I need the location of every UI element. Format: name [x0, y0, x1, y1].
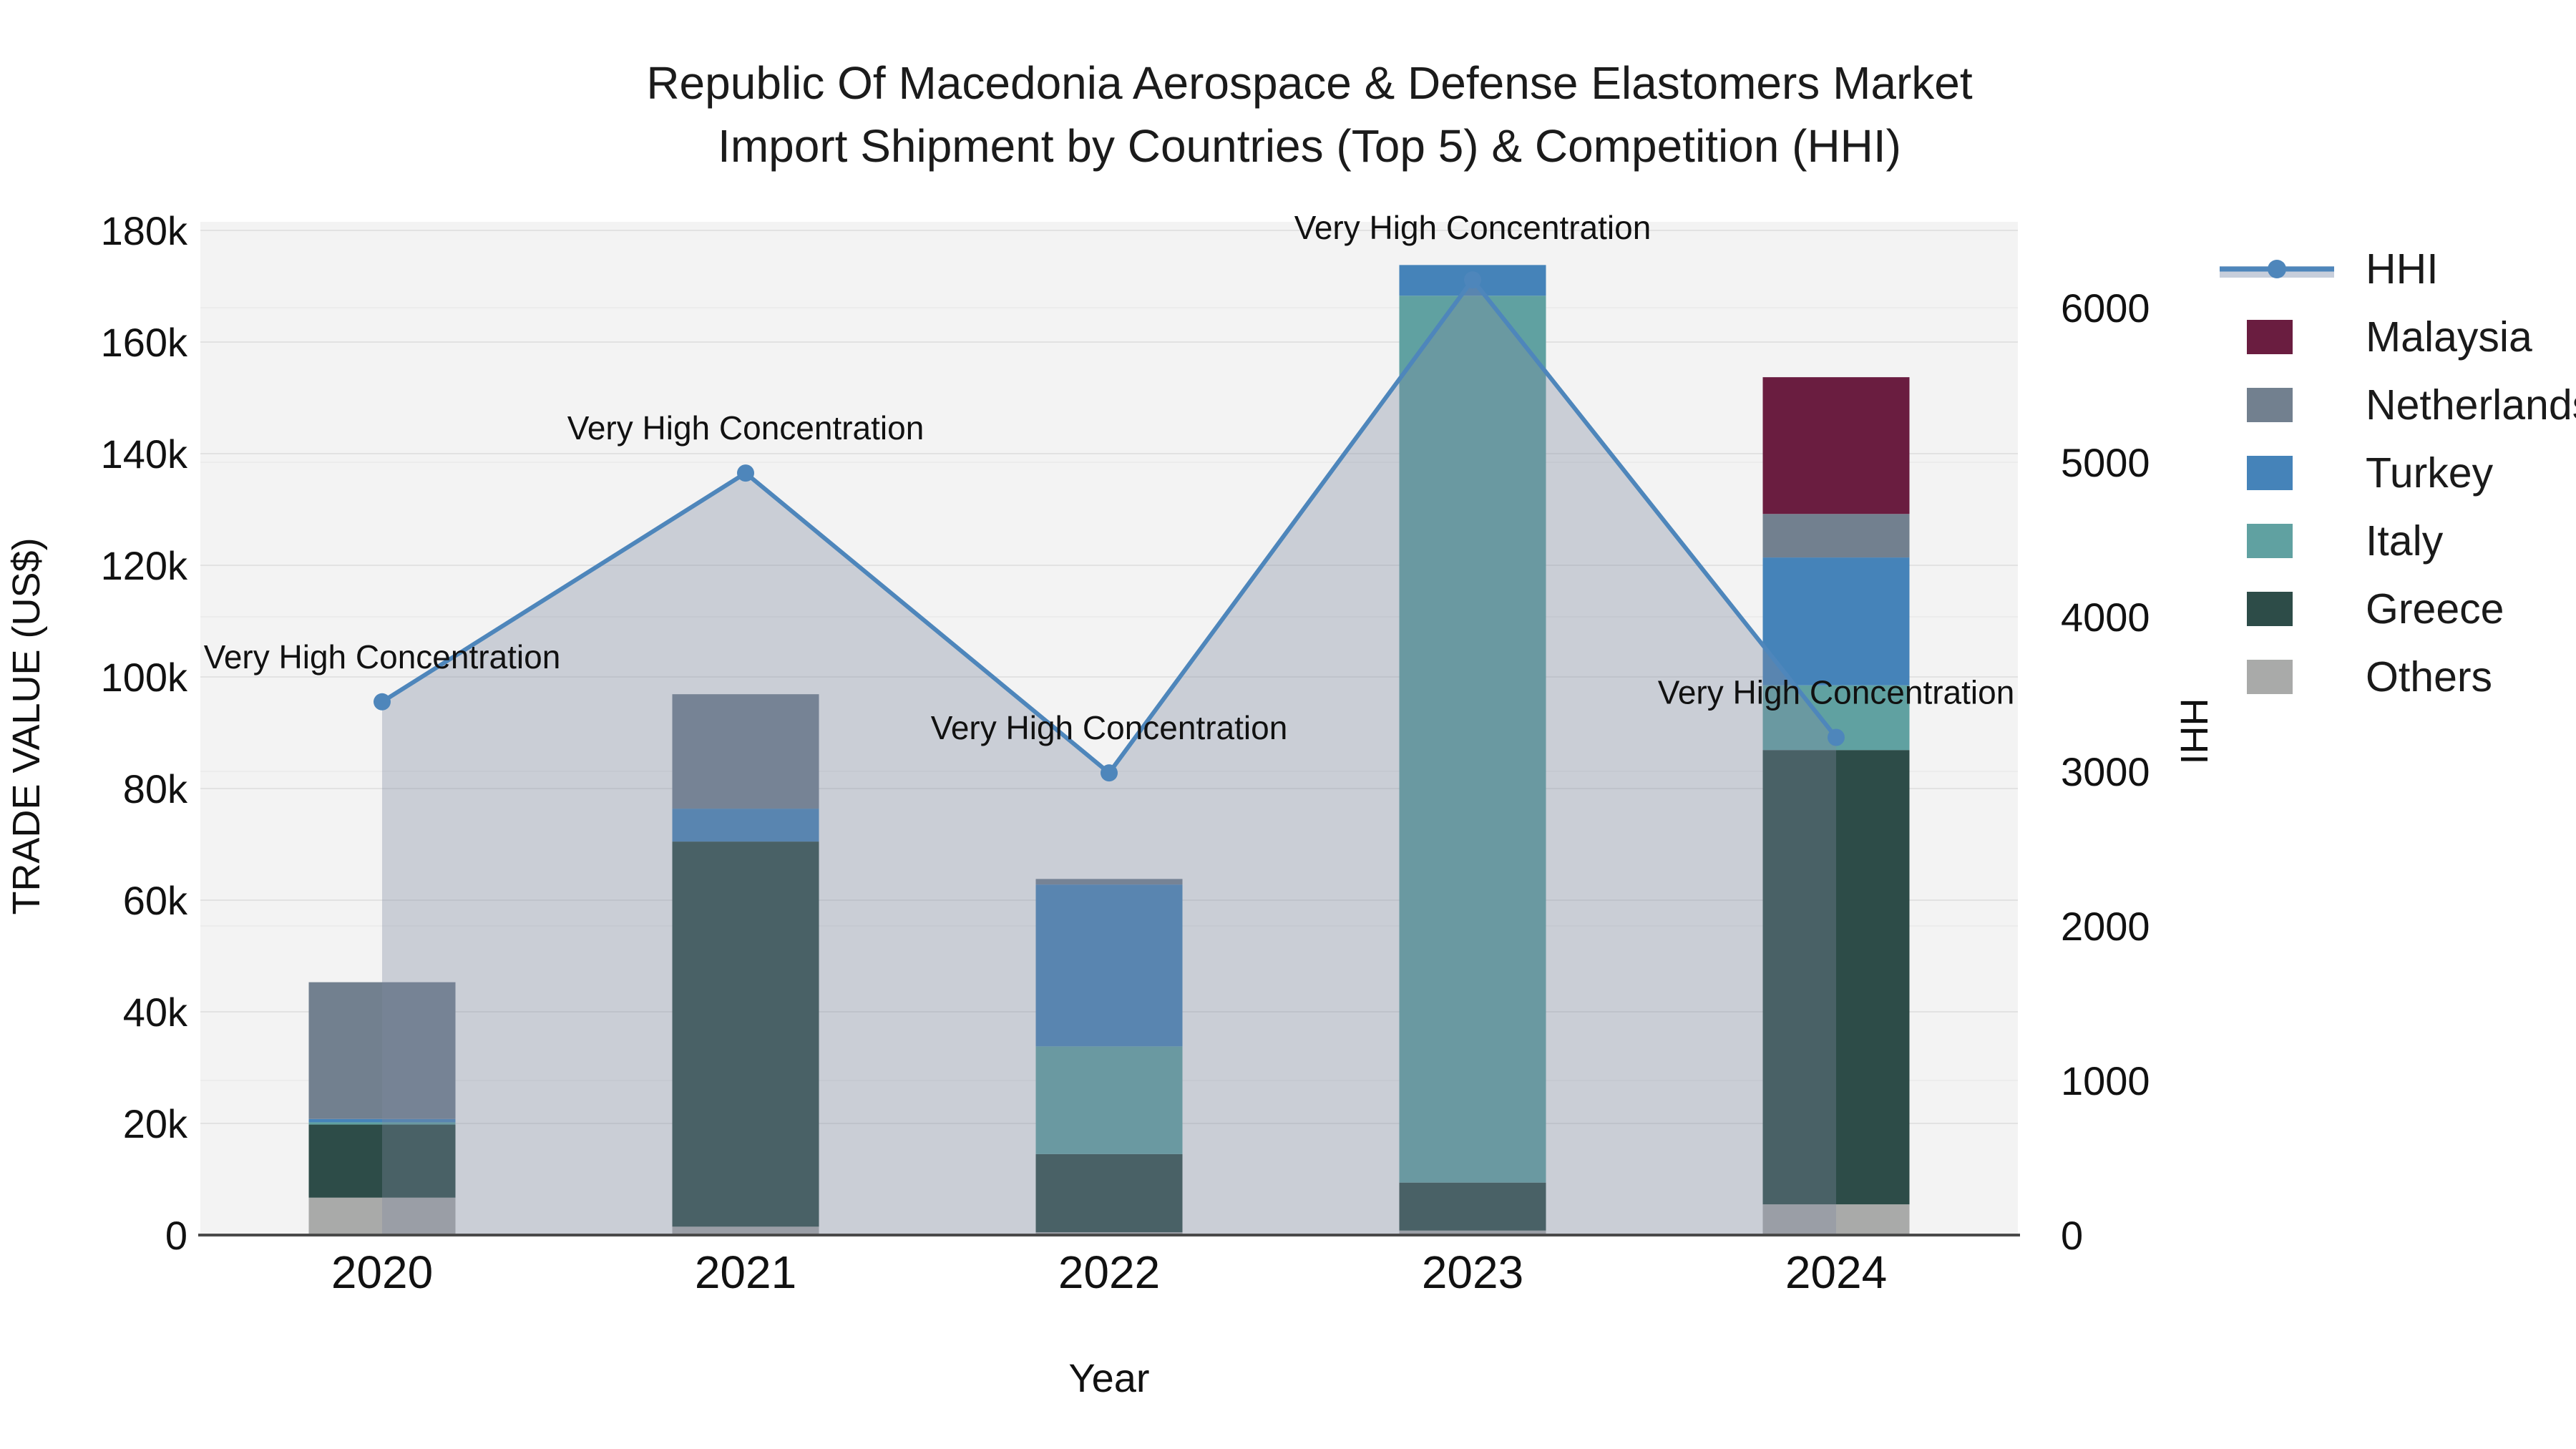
y-left-axis-title: TRADE VALUE (US$)	[5, 537, 48, 914]
bar-segment-others-2023[interactable]	[1399, 1230, 1546, 1235]
x-tick-2024: 2024	[1785, 1246, 1887, 1298]
bar-segment-netherlands-2021[interactable]	[672, 694, 819, 809]
bar-segment-greece-2020[interactable]	[308, 1124, 456, 1198]
legend-swatch-malaysia	[2247, 319, 2293, 354]
bar-segment-malaysia-2024[interactable]	[1762, 377, 1910, 514]
legend-swatch-turkey	[2247, 455, 2293, 490]
bar-segment-turkey-2024[interactable]	[1762, 557, 1910, 686]
legend-label-hhi: HHI	[2366, 245, 2439, 293]
y-left-tick-120k: 120k	[101, 543, 188, 588]
legend-swatch-others	[2247, 659, 2293, 694]
x-tick-2020: 2020	[331, 1246, 433, 1298]
legend-swatch-icon-others	[2217, 659, 2337, 694]
hhi-line-sample	[2220, 259, 2334, 278]
annotation-2020: Very High Concentration	[204, 638, 561, 675]
chart-title-line2: Import Shipment by Countries (Top 5) & C…	[718, 120, 1901, 172]
bar-segment-turkey-2022[interactable]	[1035, 884, 1183, 1047]
legend-swatch-icon-malaysia	[2217, 319, 2337, 354]
x-tick-2021: 2021	[695, 1246, 796, 1298]
annotation-2024: Very High Concentration	[1658, 673, 2015, 711]
legend-swatch-icon-netherlands	[2217, 387, 2337, 422]
legend-label-others: Others	[2366, 653, 2493, 701]
y-left-tick-160k: 160k	[101, 320, 188, 365]
legend-item-turkey[interactable]: Turkey	[2217, 439, 2576, 507]
y-right-tick-3000: 3000	[2061, 749, 2150, 794]
y-left-tick-60k: 60k	[123, 878, 188, 923]
x-axis-title: Year	[1068, 1355, 1149, 1400]
y-left-tick-100k: 100k	[101, 655, 188, 700]
x-tick-2023: 2023	[1422, 1246, 1523, 1298]
bar-segment-italy-2023[interactable]	[1399, 296, 1546, 1183]
legend-swatch-icon-greece	[2217, 591, 2337, 626]
annotation-2021: Very High Concentration	[567, 409, 924, 447]
legend-label-turkey: Turkey	[2366, 449, 2494, 497]
legend-swatch-italy	[2247, 523, 2293, 558]
bar-segment-greece-2023[interactable]	[1399, 1182, 1546, 1231]
legend-item-italy[interactable]: Italy	[2217, 507, 2576, 575]
legend: HHI Malaysia Netherlands Turkey Italy Greece O…	[2217, 235, 2576, 711]
bar-segment-others-2021[interactable]	[672, 1226, 819, 1235]
hhi-marker-2023[interactable]	[1464, 271, 1481, 289]
bar-segment-netherlands-2022[interactable]	[1035, 879, 1183, 885]
legend-item-netherlands[interactable]: Netherlands	[2217, 371, 2576, 439]
annotation-2022: Very High Concentration	[931, 709, 1288, 746]
y-right-tick-2000: 2000	[2061, 904, 2150, 949]
legend-swatch-icon-turkey	[2217, 455, 2337, 490]
annotation-2023: Very High Concentration	[1294, 209, 1652, 246]
bar-segment-turkey-2021[interactable]	[672, 809, 819, 842]
bar-segment-greece-2021[interactable]	[672, 841, 819, 1227]
bar-segment-greece-2024[interactable]	[1762, 750, 1910, 1205]
chart-title: Republic Of Macedonia Aerospace & Defens…	[43, 52, 2576, 177]
legend-label-italy: Italy	[2366, 517, 2444, 565]
hhi-marker-2021[interactable]	[737, 464, 754, 482]
y-right-tick-1000: 1000	[2061, 1058, 2150, 1103]
hhi-area	[382, 280, 1836, 1235]
bar-segment-turkey-2020[interactable]	[308, 1118, 456, 1123]
legend-item-others[interactable]: Others	[2217, 643, 2576, 711]
legend-swatch-greece	[2247, 591, 2293, 626]
bar-segment-netherlands-2020[interactable]	[308, 982, 456, 1119]
bar-segment-others-2024[interactable]	[1762, 1204, 1910, 1235]
legend-item-hhi[interactable]: HHI	[2217, 235, 2576, 303]
hhi-marker-2020[interactable]	[374, 693, 391, 711]
y-left-tick-140k: 140k	[101, 431, 188, 477]
legend-label-greece: Greece	[2366, 585, 2504, 633]
legend-item-malaysia[interactable]: Malaysia	[2217, 303, 2576, 371]
legend-swatch-icon-italy	[2217, 523, 2337, 558]
y-right-tick-6000: 6000	[2061, 286, 2150, 331]
bar-segment-italy-2022[interactable]	[1035, 1046, 1183, 1154]
y-left-tick-0: 0	[165, 1213, 187, 1258]
hhi-marker-2024[interactable]	[1828, 728, 1845, 746]
y-right-tick-5000: 5000	[2061, 440, 2150, 485]
y-right-tick-4000: 4000	[2061, 595, 2150, 640]
legend-label-malaysia: Malaysia	[2366, 313, 2532, 361]
legend-swatch-netherlands	[2247, 387, 2293, 422]
hhi-marker-2022[interactable]	[1101, 764, 1118, 782]
y-right-axis-title: HHI	[2172, 698, 2215, 765]
bar-segment-italy-2020[interactable]	[308, 1122, 456, 1125]
y-right-tick-0: 0	[2061, 1213, 2083, 1258]
chart-title-line1: Republic Of Macedonia Aerospace & Defens…	[646, 57, 1973, 109]
bar-segment-netherlands-2024[interactable]	[1762, 514, 1910, 558]
bar-segment-greece-2022[interactable]	[1035, 1153, 1183, 1233]
legend-label-netherlands: Netherlands	[2366, 381, 2576, 429]
x-tick-2022: 2022	[1058, 1246, 1160, 1298]
y-left-tick-180k: 180k	[101, 208, 188, 253]
y-left-tick-80k: 80k	[123, 766, 188, 811]
bar-segment-others-2020[interactable]	[308, 1197, 456, 1235]
legend-item-greece[interactable]: Greece	[2217, 575, 2576, 643]
y-left-tick-20k: 20k	[123, 1101, 188, 1146]
legend-line-icon-hhi	[2217, 250, 2337, 288]
y-left-tick-40k: 40k	[123, 990, 188, 1035]
